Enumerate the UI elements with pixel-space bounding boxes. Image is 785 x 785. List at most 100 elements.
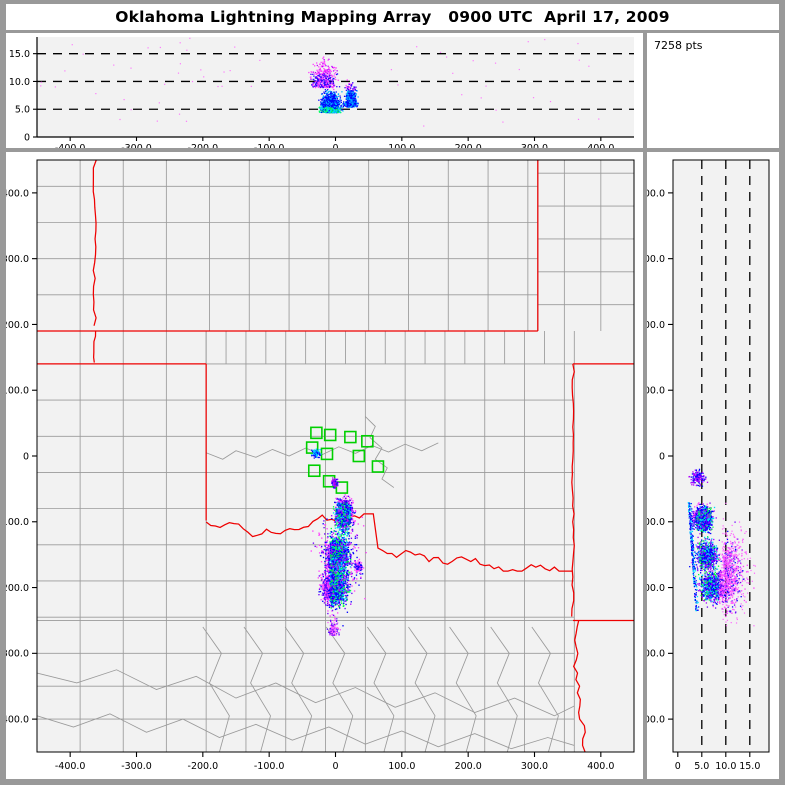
source-point: [332, 105, 335, 108]
source-point: [330, 109, 332, 112]
lma-station-marker[interactable]: [335, 481, 349, 494]
lma-station-marker[interactable]: [371, 460, 385, 473]
source-point: [348, 86, 350, 88]
source-point: [349, 525, 351, 528]
lma-station-marker[interactable]: [361, 434, 374, 448]
source-point: [316, 77, 318, 79]
source-point: [331, 65, 333, 68]
source-point: [327, 88, 329, 91]
source-point: [348, 538, 350, 540]
source-point: [329, 70, 331, 72]
plan-view-map-plot[interactable]: -400.0 -300.0 -200.0 -100.0 0 100.0 200.0 300.0…: [6, 152, 643, 779]
source-point: [349, 103, 352, 105]
source-point: [335, 111, 337, 113]
source-point: [324, 86, 326, 88]
source-point: [338, 86, 341, 88]
source-point: [330, 74, 332, 76]
source-point: [323, 92, 326, 94]
source-point: [355, 86, 357, 88]
source-point: [347, 100, 349, 102]
source-point: [329, 547, 331, 550]
source-point: [177, 72, 180, 74]
source-point: [351, 99, 353, 101]
source-point: [323, 597, 326, 599]
source-point: [332, 77, 334, 80]
source-point: [338, 536, 340, 538]
source-point: [324, 576, 327, 578]
source-point: [346, 93, 348, 96]
source-point: [322, 71, 325, 73]
source-point: [330, 92, 332, 94]
source-point: [318, 111, 321, 113]
source-point: [356, 534, 358, 536]
source-point: [322, 79, 324, 82]
source-point: [334, 106, 336, 108]
source-point: [351, 521, 353, 524]
source-point: [351, 529, 353, 531]
source-point: [349, 499, 352, 502]
source-point: [344, 553, 346, 555]
source-point: [352, 88, 355, 90]
source-point: [325, 89, 328, 92]
source-point: [356, 105, 359, 107]
source-point: [330, 111, 332, 113]
source-point: [320, 109, 323, 111]
source-point: [336, 86, 338, 88]
lma-station-marker[interactable]: [352, 449, 366, 463]
source-point: [331, 537, 334, 539]
source-point: [343, 104, 345, 106]
lma-station-marker[interactable]: [310, 426, 323, 440]
lma-station-marker[interactable]: [305, 441, 319, 454]
source-point: [319, 83, 321, 86]
source-point: [337, 103, 340, 105]
source-point: [346, 598, 348, 600]
source-point: [322, 63, 324, 65]
source-point: [342, 105, 344, 108]
source-point: [321, 84, 323, 86]
source-point: [340, 548, 343, 551]
source-point: [348, 86, 350, 89]
source-point: [348, 91, 350, 93]
source-point: [333, 105, 336, 108]
source-point: [345, 538, 347, 540]
source-point: [325, 104, 327, 107]
source-point: [339, 106, 342, 108]
source-point: [329, 100, 331, 103]
county-line: [202, 626, 230, 752]
source-point: [335, 91, 337, 93]
county-line: [325, 626, 354, 752]
source-point: [337, 104, 339, 107]
county-line: [490, 626, 518, 752]
source-point: [439, 51, 442, 54]
source-point: [331, 103, 333, 105]
source-point: [347, 578, 349, 580]
source-point: [350, 84, 353, 86]
source-point: [347, 588, 349, 590]
source-point: [186, 49, 188, 51]
source-point: [311, 84, 313, 86]
source-point: [423, 125, 425, 127]
source-point: [339, 111, 341, 114]
source-point: [354, 105, 356, 107]
source-point: [331, 86, 334, 89]
source-point: [324, 76, 327, 78]
source-point: [355, 93, 357, 95]
source-point: [332, 532, 335, 534]
lma-station-marker[interactable]: [344, 430, 357, 444]
lma-station-marker[interactable]: [307, 464, 321, 478]
source-point: [327, 96, 329, 98]
source-point: [341, 499, 343, 501]
lma-station-marker[interactable]: [323, 428, 337, 442]
source-point: [345, 89, 348, 91]
source-point: [416, 46, 418, 48]
source-point: [350, 100, 352, 102]
source-point: [324, 591, 327, 593]
source-point: [347, 95, 349, 97]
source-point: [351, 515, 353, 518]
source-point: [318, 534, 320, 536]
source-point: [322, 97, 325, 99]
source-point: [316, 82, 318, 84]
source-point: [346, 79, 348, 81]
y-tick-label: 0: [24, 132, 30, 143]
altitude-vs-east-west-plot[interactable]: -400.0-300.0-200.0-100.00100.0200.0300.0…: [6, 33, 643, 148]
